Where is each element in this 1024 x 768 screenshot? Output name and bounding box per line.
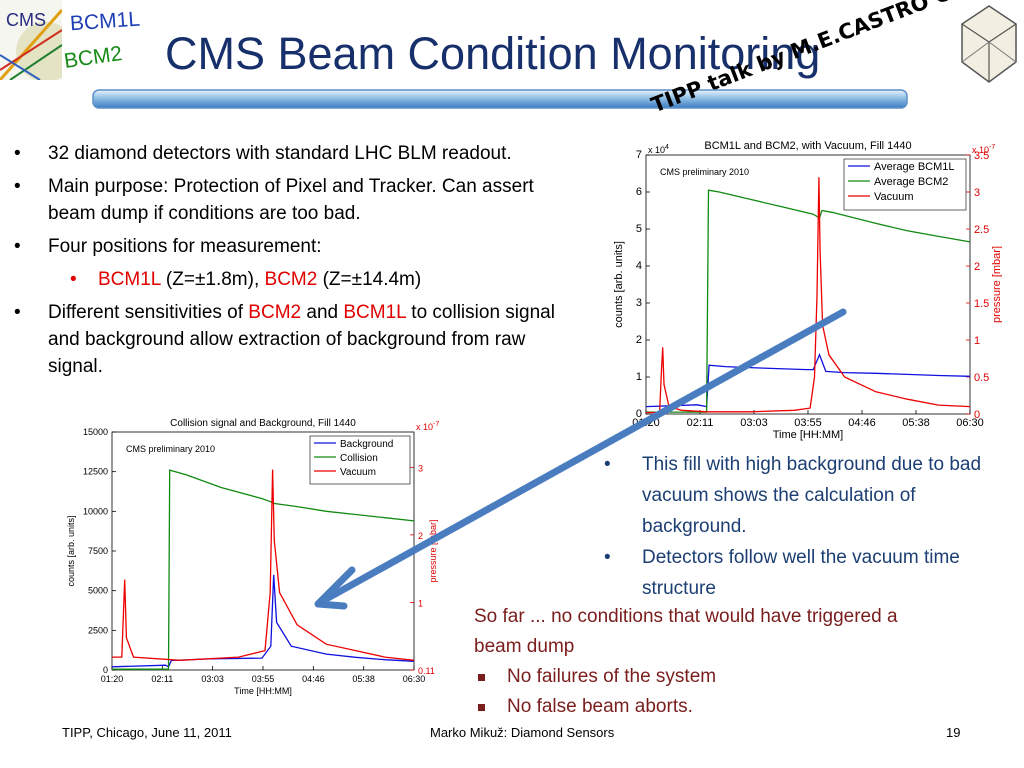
y2-tick-label: 2.5 xyxy=(974,224,989,236)
y-multiplier-exp: 4 xyxy=(665,144,669,151)
y2-tick-label: 3 xyxy=(418,463,423,473)
x-tick-label: 05:38 xyxy=(352,674,375,684)
y2-tick-label: 1.5 xyxy=(974,298,989,310)
main-bullet-list: • 32 diamond detectors with standard LHC … xyxy=(10,140,570,386)
page-number: 19 xyxy=(946,725,961,740)
tag-bcm1l: BCM1L xyxy=(69,7,141,36)
x-tick-label: 03:03 xyxy=(201,674,224,684)
x-axis-label: Time [HH:MM] xyxy=(773,429,843,441)
y-tick-label: 0 xyxy=(636,408,642,420)
legend-label: Average BCM1L xyxy=(874,161,955,173)
list-item: • 32 diamond detectors with standard LHC … xyxy=(14,143,512,164)
chart-bcm1l-bcm2-vacuum: BCM1L and BCM2, with Vacuum, Fill 1440 CM… xyxy=(613,140,1002,441)
legend-label: Collision xyxy=(340,453,378,464)
y-tick-label: 1 xyxy=(636,371,642,383)
y-tick-label: 2500 xyxy=(88,625,108,635)
y-tick-label: 5000 xyxy=(88,586,108,596)
y2-tick-label: 1 xyxy=(974,335,980,347)
y-multiplier: x 104 xyxy=(648,144,669,155)
svg-text:CMS: CMS xyxy=(6,10,46,30)
y-axis-label: counts [arb. units] xyxy=(613,241,625,328)
chart-title: Collision signal and Background, Fill 14… xyxy=(170,418,356,429)
y2-multiplier-exp: -7 xyxy=(433,421,439,428)
legend-label: Vacuum xyxy=(874,191,914,203)
list-item: No failures of the system xyxy=(474,662,716,692)
y-tick-label: 15000 xyxy=(83,427,108,437)
series-line-vacuum xyxy=(112,469,415,661)
y2-tick-label: 2 xyxy=(418,531,423,541)
list-item: No false beam aborts. xyxy=(474,692,716,722)
x-tick-label: 03:55 xyxy=(252,674,275,684)
right-bullet-list: • This fill with high background due to b… xyxy=(602,449,1002,604)
so-far-note: So far ... no conditions that would have… xyxy=(474,606,898,657)
footer-event: TIPP, Chicago, June 11, 2011 xyxy=(62,725,232,740)
y2-axis-label: pressure [mbar] xyxy=(428,519,438,582)
series-line-average-bcm2 xyxy=(646,189,971,413)
x-tick-label: 03:03 xyxy=(740,417,768,429)
legend-label: Background xyxy=(340,439,393,450)
y2-tick-label: 0.11 xyxy=(418,666,435,676)
y2-tick-label: 0.5 xyxy=(974,372,989,384)
list-item: • Main purpose: Protection of Pixel and T… xyxy=(14,176,534,224)
y-tick-label: 7500 xyxy=(88,546,108,556)
x-tick-label: 06:30 xyxy=(403,674,426,684)
y-tick-label: 4 xyxy=(636,260,642,272)
sub-list-item: • BCM1L (Z=±1.8m), BCM2 (Z=±14.4m) xyxy=(70,269,422,290)
y2-tick-label: 1 xyxy=(418,598,423,608)
y-tick-label: 5 xyxy=(636,223,642,235)
y-tick-label: 7 xyxy=(636,149,642,161)
x-tick-label: 06:30 xyxy=(956,417,984,429)
x-tick-label: 03:55 xyxy=(794,417,822,429)
y2-multiplier: x 10-7 xyxy=(972,144,995,155)
x-tick-label: 04:46 xyxy=(848,417,876,429)
x-tick-label: 02:11 xyxy=(151,674,173,684)
y2-multiplier: x 10-7 xyxy=(416,421,439,432)
y-tick-label: 10000 xyxy=(83,506,108,516)
y-tick-label: 3 xyxy=(636,297,642,309)
chart-collision-background: Collision signal and Background, Fill 14… xyxy=(66,418,439,696)
diamond-icon xyxy=(961,5,1017,83)
legend-label: Vacuum xyxy=(340,467,376,478)
legend-label: Average BCM2 xyxy=(874,176,948,188)
x-tick-label: 02:11 xyxy=(687,417,714,429)
list-item: • Detectors follow well the vacuum time s… xyxy=(604,547,960,599)
x-axis-label: Time [HH:MM] xyxy=(234,686,292,696)
chart-annotation: CMS preliminary 2010 xyxy=(126,444,215,454)
legend-box xyxy=(843,158,967,211)
y2-tick-label: 3.5 xyxy=(974,150,989,162)
y-tick-label: 2 xyxy=(636,334,642,346)
list-item: • Four positions for measurement: xyxy=(14,236,322,257)
title-underline-bar xyxy=(92,89,908,109)
chart-title: BCM1L and BCM2, with Vacuum, Fill 1440 xyxy=(704,140,911,152)
so-far-list: No failures of the system No false beam … xyxy=(474,662,716,722)
y2-tick-label: 3 xyxy=(974,187,980,199)
x-tick-label: 01:20 xyxy=(101,674,124,684)
x-tick-label: 05:38 xyxy=(902,417,930,429)
x-tick-label: 04:46 xyxy=(302,674,325,684)
y2-multiplier-exp: -7 xyxy=(989,144,995,151)
footer-author: Marko Mikuž: Diamond Sensors xyxy=(430,725,615,740)
slide-title: CMS Beam Condition Monitoring xyxy=(165,28,821,79)
y2-tick-label: 2 xyxy=(974,261,980,273)
list-item: • Different sensitivities of BCM2 and BCM… xyxy=(14,302,555,377)
list-item: • This fill with high background due to b… xyxy=(604,454,982,537)
tag-bcm2: BCM2 xyxy=(62,42,124,73)
y2-tick-label: 0 xyxy=(974,409,980,421)
y-axis-label: counts [arb. units] xyxy=(66,515,76,586)
y-tick-label: 0 xyxy=(103,665,108,675)
y-tick-label: 6 xyxy=(636,186,642,198)
chart-annotation: CMS preliminary 2010 xyxy=(660,167,749,177)
y2-axis-label: pressure [mbar] xyxy=(991,246,1002,323)
y-tick-label: 12500 xyxy=(83,467,108,477)
cms-logo: CMS xyxy=(0,0,62,80)
